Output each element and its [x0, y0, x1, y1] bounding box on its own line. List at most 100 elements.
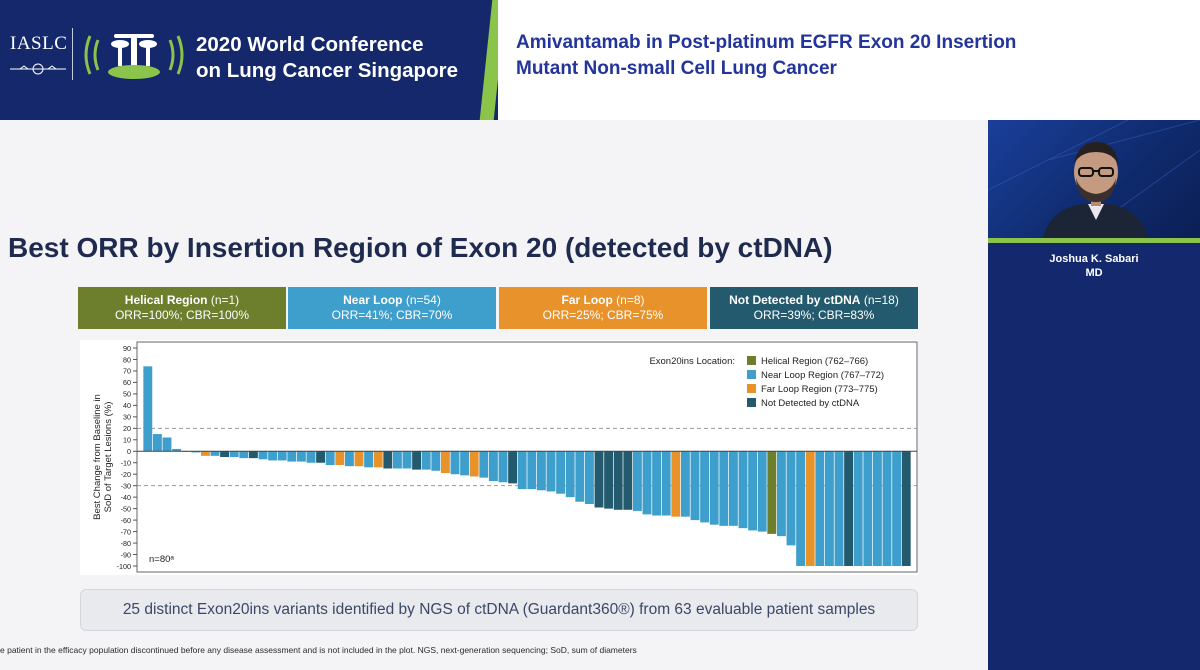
footnote: e patient in the efficacy population dis…: [0, 645, 637, 655]
waterfall-bar: [613, 451, 623, 510]
region-name: Near Loop: [343, 293, 403, 307]
waterfall-bar: [748, 451, 758, 531]
y-tick-label: 40: [123, 401, 131, 410]
waterfall-bar: [776, 451, 786, 537]
region-count: (n=18): [863, 293, 899, 307]
y-tick-label: 70: [123, 367, 131, 376]
waterfall-bar: [287, 451, 297, 462]
waterfall-bar: [172, 448, 182, 452]
y-tick-label: 90: [123, 344, 131, 353]
region-name: Far Loop: [561, 293, 613, 307]
waterfall-bar: [479, 451, 489, 478]
region-stats: ORR=100%; CBR=100%: [114, 308, 250, 322]
waterfall-bar: [460, 451, 470, 476]
waterfall-bar: [853, 451, 863, 566]
waterfall-bar: [354, 451, 364, 467]
waterfall-chart-svg: 90 80 70 60 50 40 30 20 10 0 -10 -20 -30 -40 -50 -60 -70…: [80, 340, 918, 575]
waterfall-bar: [306, 451, 316, 463]
conference-title: 2020 World Conference on Lung Cancer Sin…: [196, 32, 458, 84]
waterfall-bar: [431, 451, 441, 471]
waterfall-bar: [152, 434, 162, 452]
waterfall-bar: [191, 451, 201, 453]
y-tick-label: -30: [121, 481, 131, 490]
region-stats: ORR=25%; CBR=75%: [542, 308, 664, 322]
waterfall-bar: [642, 451, 652, 515]
y-tick-label: 60: [123, 378, 131, 387]
header-divider: [72, 28, 73, 80]
y-tick-label: -50: [121, 504, 131, 513]
reference-lines: [137, 427, 917, 487]
talk-title-banner: [498, 0, 1200, 120]
legend-label: Near Loop Region (767–772): [761, 370, 884, 381]
y-tick-label: 50: [123, 390, 131, 399]
waterfall-bar: [834, 451, 844, 566]
waterfall-bar: [805, 451, 815, 566]
talk-title-line1: Amivantamab in Post-platinum EGFR Exon 2…: [516, 32, 1017, 53]
waterfall-bar: [450, 451, 460, 475]
talk-title: Amivantamab in Post-platinum EGFR Exon 2…: [516, 30, 1016, 82]
waterfall-bar: [268, 451, 278, 461]
waterfall-bar: [767, 451, 777, 534]
waterfall-bar: [220, 451, 230, 457]
waterfall-bar: [364, 451, 374, 468]
waterfall-bar: [604, 451, 614, 509]
waterfall-bar: [296, 451, 306, 462]
speaker-accent-bar: [988, 238, 1200, 243]
y-tick-label: -90: [121, 550, 131, 559]
y-tick-label: -70: [121, 527, 131, 536]
waterfall-bar: [210, 451, 220, 456]
y-axis-ticks: 90 80 70 60 50 40 30 20 10 0 -10 -20 -30 -40 -50 -60 -70…: [117, 344, 137, 571]
conference-banner: [0, 0, 500, 120]
waterfall-bar: [517, 451, 527, 490]
waterfall-bar: [661, 451, 671, 516]
slide-title: Best ORR by Insertion Region of Exon 20 …: [8, 232, 833, 263]
waterfall-bar: [728, 451, 738, 526]
waterfall-bar: [824, 451, 834, 566]
waterfall-bar: [671, 451, 681, 517]
waterfall-bar: [652, 451, 662, 516]
legend-label: Far Loop Region (773–775): [761, 384, 878, 395]
waterfall-bar: [815, 451, 825, 566]
region-stats: ORR=39%; CBR=83%: [753, 308, 875, 322]
waterfall-bar: [892, 451, 902, 566]
talk-title-line2: Mutant Non-small Cell Lung Cancer: [516, 58, 837, 79]
legend-label: Helical Region (762–766): [761, 356, 868, 367]
plot-frame: [136, 341, 918, 573]
legend-swatch: [747, 384, 756, 393]
iaslc-logo-text: IASLC: [10, 33, 68, 54]
speaker-name: Joshua K. Sabari: [1049, 253, 1139, 265]
waterfall-bar: [248, 451, 258, 459]
speaker-portrait: [988, 120, 1200, 238]
waterfall-bar: [412, 451, 422, 470]
waterfall-bar: [498, 451, 508, 483]
waterfall-bar: [623, 451, 633, 510]
waterfall-bar: [872, 451, 882, 566]
region-box-far-loop: Far Loop (n=8) ORR=25%; CBR=75%: [499, 287, 707, 329]
waterfall-bar: [882, 451, 892, 566]
bar-series: [143, 366, 911, 566]
legend-swatch: [747, 398, 756, 407]
waterfall-bar: [143, 366, 153, 452]
y-tick-label: -100: [117, 562, 131, 571]
waterfall-bar: [786, 451, 796, 546]
y-tick-label: 80: [123, 355, 131, 364]
y-tick-label: -80: [121, 539, 131, 548]
y-tick-label: -40: [121, 493, 131, 502]
waterfall-bar: [488, 451, 498, 482]
region-box-helical: Helical Region (n=1) ORR=100%; CBR=100%: [78, 287, 286, 329]
waterfall-bar: [392, 451, 402, 469]
waterfall-bar: [536, 451, 546, 491]
y-tick-label: 0: [127, 447, 131, 456]
waterfall-bar: [575, 451, 585, 502]
waterfall-bar: [440, 451, 450, 474]
waterfall-bar: [325, 451, 335, 466]
legend-label: Not Detected by ctDNA: [761, 398, 860, 409]
waterfall-chart: 90 80 70 60 50 40 30 20 10 0 -10 -20 -30 -40 -50 -60 -70…: [80, 340, 918, 575]
region-count: (n=54): [405, 293, 441, 307]
waterfall-bar: [757, 451, 767, 532]
waterfall-bar: [527, 451, 537, 490]
waterfall-bar: [402, 451, 412, 469]
waterfall-bar: [229, 451, 239, 457]
waterfall-bar: [258, 451, 268, 460]
legend-title: Exon20ins Location:: [649, 356, 735, 367]
